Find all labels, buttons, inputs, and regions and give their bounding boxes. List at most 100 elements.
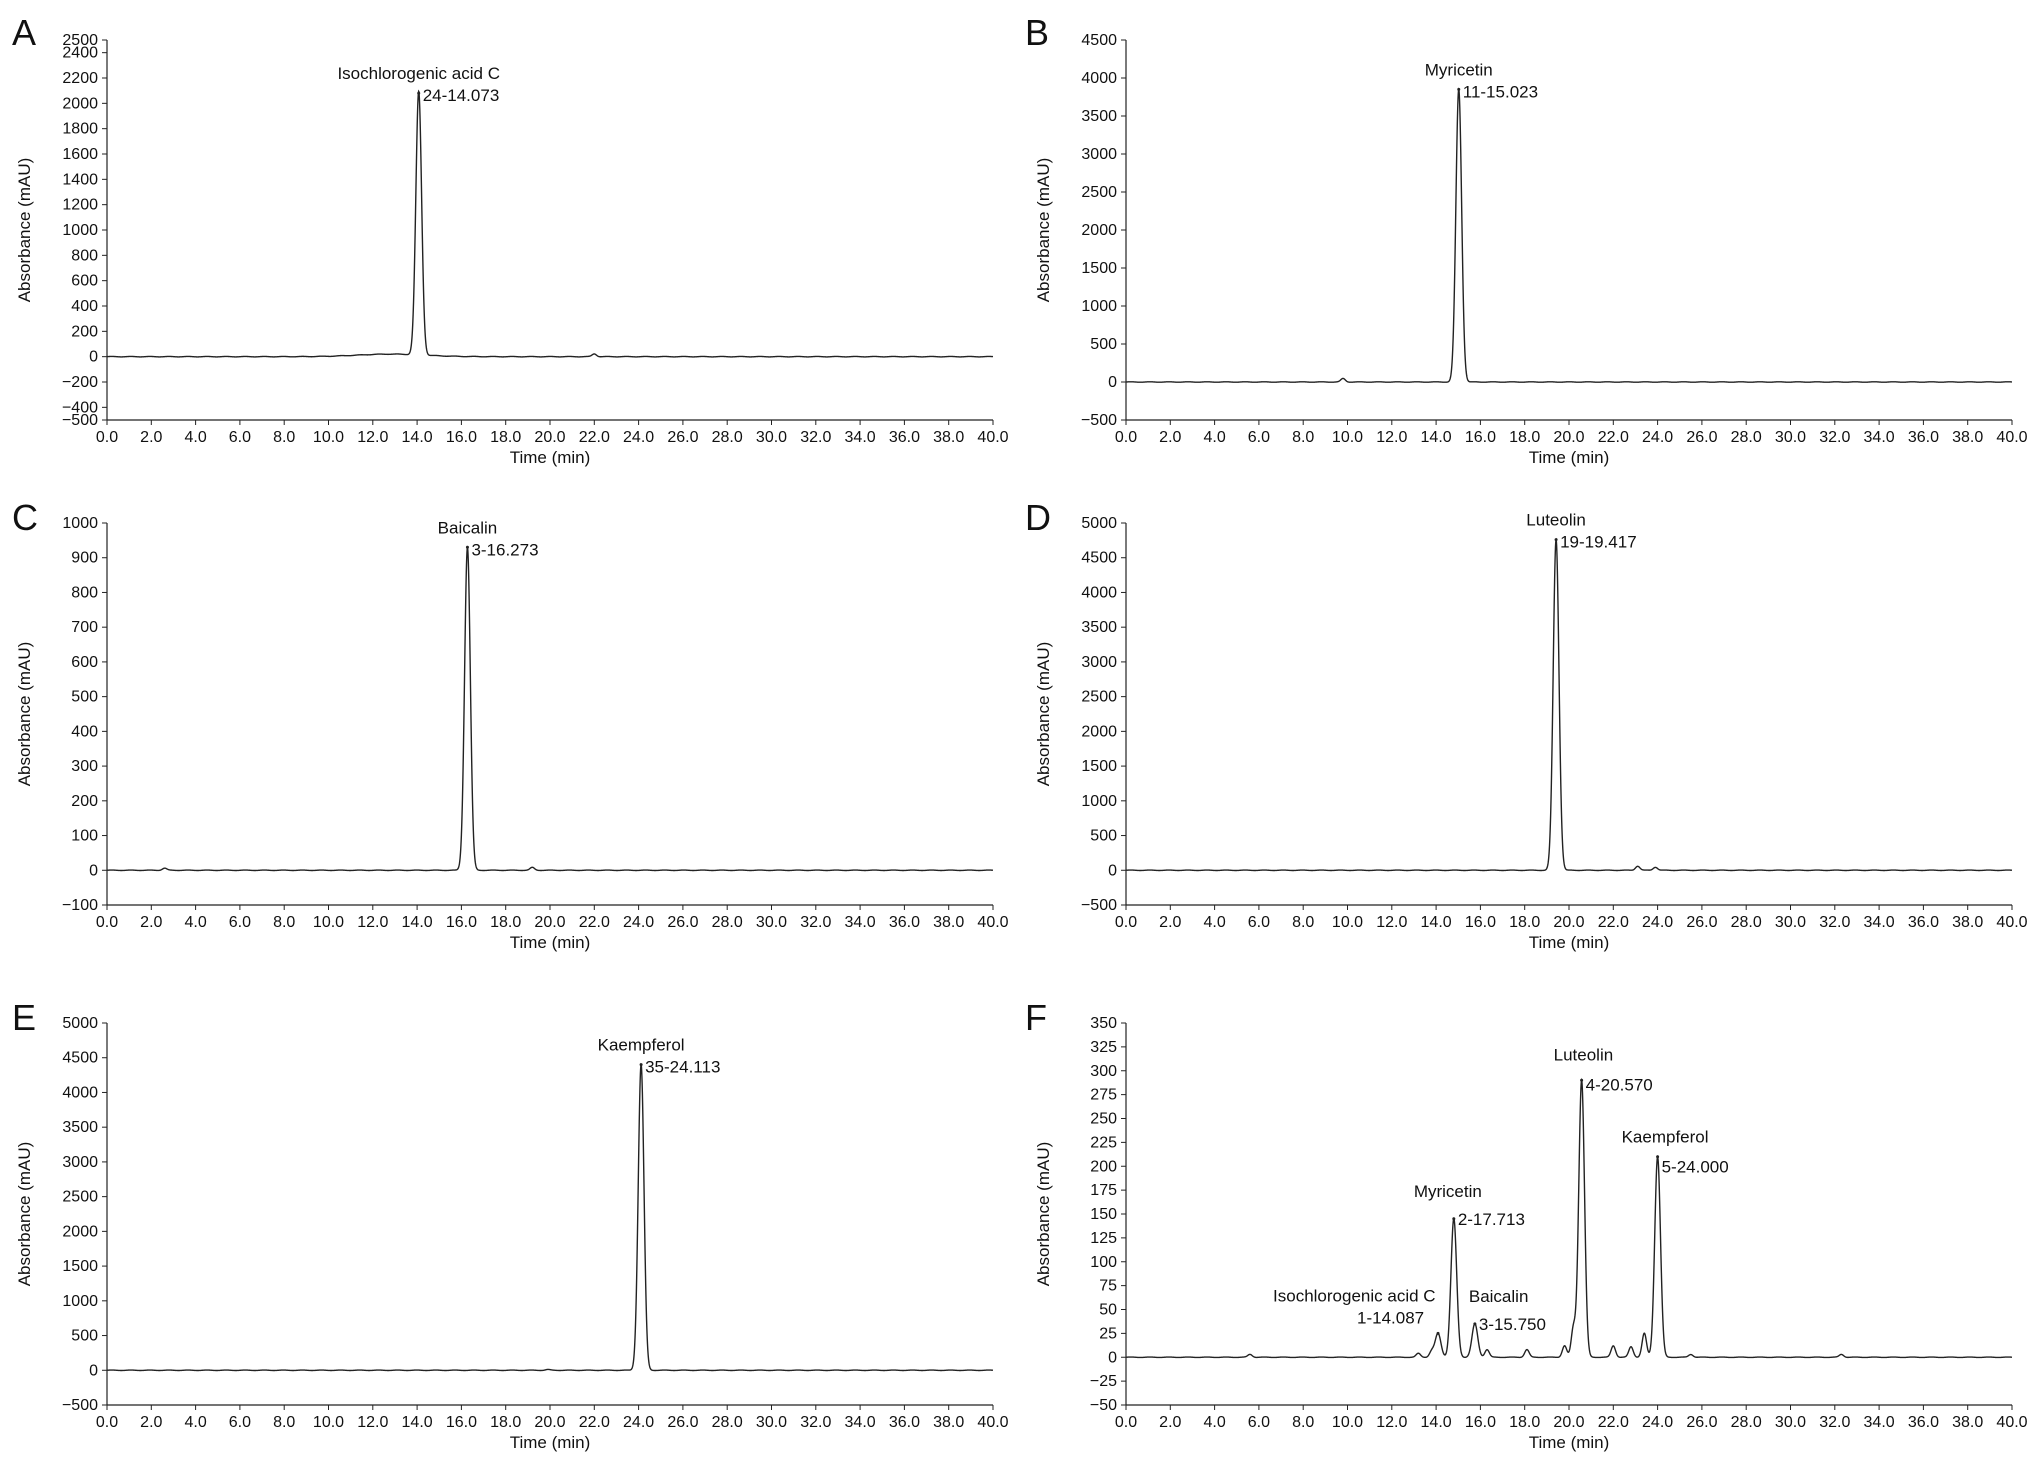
x-tick-label: 36.0 bbox=[889, 914, 920, 931]
x-tick-label: 12.0 bbox=[1376, 914, 1407, 931]
x-tick-label: 38.0 bbox=[1952, 914, 1983, 931]
x-tick-label: 16.0 bbox=[446, 914, 477, 931]
peak-retention-label: 1-14.087 bbox=[1357, 1308, 1424, 1327]
peak-retention-label: 11-15.023 bbox=[1463, 82, 1538, 101]
y-tick-label: 2500 bbox=[1081, 689, 1117, 706]
chromatogram-trace bbox=[1125, 1077, 2013, 1359]
y-tick-label: 800 bbox=[71, 247, 98, 264]
y-tick-label: 5000 bbox=[1081, 515, 1117, 532]
y-tick-label: 1600 bbox=[62, 146, 98, 163]
chromatogram-trace bbox=[106, 89, 994, 358]
y-tick-label: 2500 bbox=[62, 1189, 98, 1206]
x-tick-label: 34.0 bbox=[845, 1414, 876, 1431]
panel-letter: B bbox=[1025, 12, 1049, 53]
x-tick-label: 22.0 bbox=[1598, 1414, 1629, 1431]
x-tick-label: 18.0 bbox=[490, 1414, 521, 1431]
y-tick-label: 0 bbox=[1108, 374, 1117, 391]
x-tick-label: 6.0 bbox=[229, 429, 251, 446]
y-tick-label: 500 bbox=[1090, 828, 1117, 845]
x-tick-label: 6.0 bbox=[229, 914, 251, 931]
y-tick-label: 2200 bbox=[62, 70, 98, 87]
x-tick-label: 2.0 bbox=[1159, 1414, 1181, 1431]
x-tick-label: 8.0 bbox=[1292, 429, 1314, 446]
x-tick-label: 0.0 bbox=[96, 429, 118, 446]
x-tick-label: 14.0 bbox=[1421, 1414, 1452, 1431]
peak-retention-label: 5-24.000 bbox=[1662, 1158, 1729, 1177]
x-tick-label: 4.0 bbox=[1203, 914, 1225, 931]
x-tick-label: 8.0 bbox=[1292, 914, 1314, 931]
y-tick-label: 0 bbox=[1108, 1349, 1117, 1366]
y-tick-label: 3500 bbox=[1081, 619, 1117, 636]
peak-apex bbox=[417, 91, 421, 95]
x-tick-label: 30.0 bbox=[1775, 914, 1806, 931]
y-axis-label: Absorbance (mAU) bbox=[15, 1142, 34, 1287]
y-axis-label: Absorbance (mAU) bbox=[1034, 1142, 1053, 1287]
x-tick-label: 12.0 bbox=[357, 1414, 388, 1431]
x-tick-label: 24.0 bbox=[1642, 1414, 1673, 1431]
y-tick-label: 1000 bbox=[62, 1293, 98, 1310]
y-tick-label: 1000 bbox=[1081, 793, 1117, 810]
x-tick-label: 30.0 bbox=[756, 1414, 787, 1431]
peak-retention-label: 3-16.273 bbox=[471, 540, 538, 559]
y-tick-label: 250 bbox=[1090, 1111, 1117, 1128]
x-tick-label: 28.0 bbox=[712, 914, 743, 931]
x-tick-label: 4.0 bbox=[184, 1414, 206, 1431]
y-tick-label: 3000 bbox=[1081, 654, 1117, 671]
y-tick-label: 700 bbox=[71, 619, 98, 636]
y-tick-label: 75 bbox=[1099, 1278, 1117, 1295]
y-tick-label: 0 bbox=[89, 349, 98, 366]
y-tick-label: 125 bbox=[1090, 1230, 1117, 1247]
y-tick-label: −25 bbox=[1090, 1373, 1117, 1390]
x-tick-label: 34.0 bbox=[845, 914, 876, 931]
x-tick-label: 10.0 bbox=[313, 429, 344, 446]
y-tick-label: 1000 bbox=[62, 222, 98, 239]
panel-f: F 0.0 2.0 4.0 6.0 8.0 10.0 12.0 14.0 16.0 18.0 20.0… bbox=[1025, 997, 2028, 1452]
peak-name-label: Baicalin bbox=[1469, 1287, 1529, 1306]
x-tick-label: 30.0 bbox=[1775, 1414, 1806, 1431]
y-tick-label: 25 bbox=[1099, 1325, 1117, 1342]
x-tick-label: 36.0 bbox=[1908, 1414, 1939, 1431]
x-tick-label: 20.0 bbox=[534, 1414, 565, 1431]
x-tick-label: 22.0 bbox=[1598, 914, 1629, 931]
panel-letter: D bbox=[1025, 497, 1051, 538]
chromatogram-trace bbox=[106, 545, 994, 872]
y-tick-label: 500 bbox=[71, 1328, 98, 1345]
panel-letter: C bbox=[12, 497, 38, 538]
y-tick-label: 4500 bbox=[1081, 32, 1117, 49]
x-tick-label: 24.0 bbox=[623, 914, 654, 931]
y-tick-label: 1800 bbox=[62, 121, 98, 138]
x-tick-label: 6.0 bbox=[229, 1414, 251, 1431]
x-tick-label: 32.0 bbox=[1819, 914, 1850, 931]
y-tick-label: 4500 bbox=[1081, 550, 1117, 567]
panel-d: D 0.0 2.0 4.0 6.0 8.0 10.0 12.0 14.0 16.0 18.0 20.0… bbox=[1025, 497, 2028, 952]
y-axis-label: Absorbance (mAU) bbox=[1034, 642, 1053, 787]
peak-retention-label: 35-24.113 bbox=[645, 1058, 720, 1077]
y-tick-label: −50 bbox=[1090, 1397, 1117, 1414]
y-tick-label: 2400 bbox=[62, 45, 98, 62]
y-tick-label: 200 bbox=[71, 323, 98, 340]
y-tick-label: 500 bbox=[71, 689, 98, 706]
x-tick-label: 32.0 bbox=[800, 914, 831, 931]
x-tick-label: 0.0 bbox=[1115, 429, 1137, 446]
x-tick-label: 12.0 bbox=[357, 914, 388, 931]
y-tick-label: 2000 bbox=[62, 95, 98, 112]
x-tick-label: 28.0 bbox=[1731, 914, 1762, 931]
x-tick-label: 28.0 bbox=[1731, 1414, 1762, 1431]
y-tick-label: 3500 bbox=[1081, 108, 1117, 125]
x-axis-label: Time (min) bbox=[1529, 1433, 1610, 1452]
x-tick-label: 18.0 bbox=[1509, 914, 1540, 931]
y-tick-label: 900 bbox=[71, 550, 98, 567]
peak-name-label: Myricetin bbox=[1425, 60, 1493, 79]
y-tick-label: 100 bbox=[1090, 1254, 1117, 1271]
y-tick-label: 1500 bbox=[1081, 260, 1117, 277]
peak-apex bbox=[1580, 1078, 1584, 1082]
y-tick-label: 2000 bbox=[1081, 222, 1117, 239]
x-tick-label: 32.0 bbox=[1819, 1414, 1850, 1431]
x-tick-label: 0.0 bbox=[1115, 1414, 1137, 1431]
peak-apex bbox=[639, 1063, 643, 1067]
x-tick-label: 22.0 bbox=[579, 429, 610, 446]
x-tick-label: 18.0 bbox=[490, 429, 521, 446]
x-tick-label: 26.0 bbox=[667, 1414, 698, 1431]
y-tick-label: 0 bbox=[89, 862, 98, 879]
x-tick-label: 28.0 bbox=[712, 429, 743, 446]
